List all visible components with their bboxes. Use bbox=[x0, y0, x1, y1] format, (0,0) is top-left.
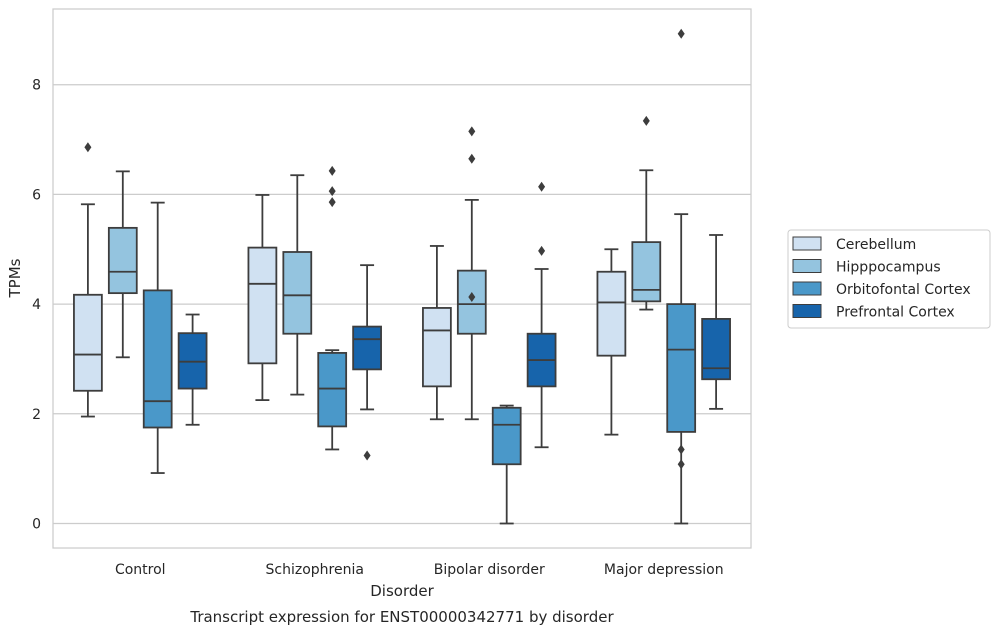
iqr-box bbox=[142, 289, 173, 429]
legend: Cerebellum Hipppocampus Orbitofontal Corte… bbox=[787, 229, 991, 329]
legend-swatch bbox=[792, 304, 822, 318]
iqr-box bbox=[107, 226, 138, 295]
legend-swatch bbox=[792, 236, 822, 251]
box-1-2 bbox=[456, 126, 487, 421]
box-0-2 bbox=[422, 245, 452, 421]
y-tick-label: 0 bbox=[32, 517, 41, 533]
outlier-point bbox=[642, 115, 650, 126]
y-tick-label: 6 bbox=[32, 187, 41, 203]
legend-label: Orbitofontal Cortex bbox=[836, 282, 971, 298]
iqr-box bbox=[631, 241, 662, 303]
outlier-point bbox=[468, 291, 476, 302]
box-3-2 bbox=[526, 181, 557, 449]
iqr-box bbox=[596, 270, 627, 357]
box-3-1 bbox=[352, 264, 382, 461]
iqr-box bbox=[701, 318, 731, 381]
x-tick-label: Control bbox=[115, 562, 166, 578]
iqr-box bbox=[352, 325, 382, 371]
outlier-point bbox=[328, 197, 336, 208]
iqr-box bbox=[456, 269, 487, 335]
x-tick-label: Bipolar disorder bbox=[434, 562, 545, 578]
y-tick-label: 4 bbox=[32, 297, 41, 313]
box-3-3 bbox=[701, 234, 731, 410]
box-0-3 bbox=[596, 248, 627, 436]
y-tick-label: 8 bbox=[32, 78, 41, 94]
iqr-box bbox=[422, 307, 452, 388]
box-1-3 bbox=[631, 115, 662, 311]
box-1-0 bbox=[107, 170, 138, 359]
legend-label: Hipppocampus bbox=[836, 260, 941, 276]
outlier-point bbox=[468, 153, 476, 164]
outlier-point bbox=[538, 181, 546, 192]
boxes bbox=[73, 28, 731, 525]
legend-swatch bbox=[792, 259, 822, 273]
legend-label: Cerebellum bbox=[836, 237, 916, 253]
legend-label: Prefrontal Cortex bbox=[836, 305, 955, 321]
outlier-point bbox=[328, 165, 336, 176]
box-1-1 bbox=[282, 174, 313, 396]
outlier-point bbox=[363, 450, 371, 461]
iqr-box bbox=[247, 246, 278, 365]
outlier-point bbox=[468, 126, 476, 137]
y-tick-label: 2 bbox=[32, 407, 41, 423]
chart-caption: Transcript expression for ENST0000034277… bbox=[189, 608, 614, 626]
legend-swatch bbox=[792, 281, 822, 296]
iqr-box bbox=[282, 251, 313, 335]
box-3-0 bbox=[177, 313, 208, 426]
iqr-box bbox=[666, 303, 697, 433]
x-tick-labels: Control Schizophrenia Bipolar disorder Majo… bbox=[115, 562, 724, 578]
iqr-box bbox=[317, 352, 348, 428]
legend-frame bbox=[787, 229, 991, 329]
box-2-0 bbox=[142, 201, 173, 474]
box-2-2 bbox=[491, 404, 522, 525]
box-0-0 bbox=[73, 142, 103, 418]
x-axis-title: Disorder bbox=[370, 582, 434, 600]
x-tick-label: Schizophrenia bbox=[266, 562, 364, 578]
outlier-point bbox=[84, 142, 92, 153]
iqr-box bbox=[491, 406, 522, 466]
x-tick-label: Major depression bbox=[604, 562, 724, 578]
iqr-box bbox=[73, 293, 103, 392]
y-tick-labels: 0 2 4 6 8 bbox=[32, 78, 41, 533]
outlier-point bbox=[328, 186, 336, 197]
outlier-point bbox=[677, 28, 685, 39]
y-axis-title: TPMs bbox=[6, 258, 24, 298]
outlier-point bbox=[538, 245, 546, 256]
plot-area-frame bbox=[52, 8, 752, 549]
box-2-3 bbox=[666, 28, 697, 525]
outlier-point bbox=[677, 444, 685, 455]
outlier-point bbox=[677, 459, 685, 470]
box-2-1 bbox=[317, 165, 348, 451]
box-0-1 bbox=[247, 194, 278, 401]
